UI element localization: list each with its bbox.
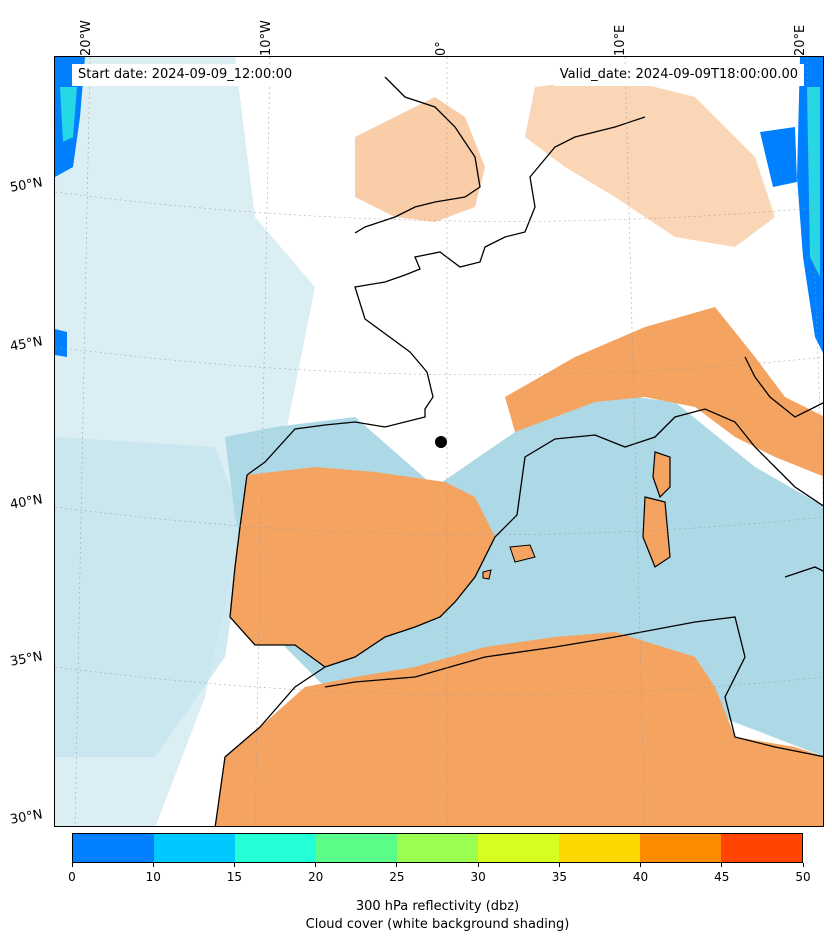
- colorbar-tick: [802, 863, 804, 867]
- colorbar-tick-label: 50: [795, 870, 811, 884]
- colorbar-segment: [640, 834, 721, 862]
- reflectivity-east: [760, 127, 797, 187]
- radar-blob: [435, 436, 447, 448]
- start-date-label: Start date: 2024-09-09_12:00:00: [72, 64, 299, 86]
- lon-label-10e: 10°E: [613, 24, 628, 56]
- colorbar-segment: [235, 834, 316, 862]
- map-area: [54, 56, 824, 827]
- britain-cloud: [355, 97, 485, 222]
- colorbar-tick-label: 35: [551, 870, 567, 884]
- italy-alps-cloud: [505, 307, 823, 477]
- lat-label-35n: 35°N: [8, 649, 44, 670]
- map-svg: [55, 57, 823, 826]
- iberia-cloud: [230, 467, 495, 667]
- colorbar-tick: [477, 863, 479, 867]
- lat-label-45n: 45°N: [8, 334, 44, 355]
- colorbar-segment: [721, 834, 802, 862]
- atlantic-cloud-dense: [55, 437, 245, 757]
- colorbar-tick: [721, 863, 723, 867]
- colorbar-tick: [396, 863, 398, 867]
- colorbar-segment: [154, 834, 235, 862]
- colorbar-tick-label: 40: [632, 870, 649, 884]
- colorbar-segment: [397, 834, 478, 862]
- lat-label-40n: 40°N: [8, 492, 44, 513]
- colorbar-segment: [316, 834, 397, 862]
- colorbar-tick: [152, 863, 154, 867]
- gridlines: [55, 57, 823, 826]
- colorbar-tick: [315, 863, 317, 867]
- coastlines: [214, 76, 823, 826]
- colorbar-segment: [73, 834, 154, 862]
- colorbar-tick-label: 15: [226, 870, 243, 884]
- corsica-sardinia: [642, 451, 671, 568]
- lat-label-30n: 30°N: [8, 807, 44, 828]
- colorbar-tick: [71, 863, 73, 867]
- colorbar-tick-label: 30: [470, 870, 486, 884]
- reflectivity-ne-inner: [807, 87, 820, 277]
- lat-label-50n: 50°N: [8, 175, 44, 196]
- lon-label-20e: 20°E: [793, 24, 808, 56]
- colorbar-segment: [478, 834, 559, 862]
- lon-label-10w: 10°W: [259, 20, 274, 56]
- reflectivity-nw-inner: [60, 87, 77, 142]
- colorbar-label-reflectivity: 300 hPa reflectivity (dbz): [355, 899, 520, 914]
- colorbar-tick: [558, 863, 560, 867]
- colorbar-tick-label: 25: [389, 870, 405, 884]
- colorbar-tick: [640, 863, 642, 867]
- colorbar-tick-label: 45: [714, 870, 730, 884]
- lon-label-0: 0°: [434, 41, 449, 56]
- reflectivity-west: [55, 329, 67, 357]
- colorbar-tick: [233, 863, 235, 867]
- colorbar-tick-label: 20: [308, 870, 324, 884]
- colorbar-segment: [559, 834, 640, 862]
- lon-label-20w: 20°W: [79, 20, 94, 56]
- colorbar-tick-label: 10: [145, 870, 161, 884]
- balearics: [482, 544, 536, 580]
- colorbar-label-cloud-cover: Cloud cover (white background shading): [305, 917, 570, 932]
- valid-date-label: Valid_date: 2024-09-09T18:00:00.00: [553, 64, 804, 86]
- central-europe-cloud: [525, 77, 775, 247]
- colorbar: [72, 833, 803, 863]
- colorbar-tick-label: 0: [68, 870, 76, 884]
